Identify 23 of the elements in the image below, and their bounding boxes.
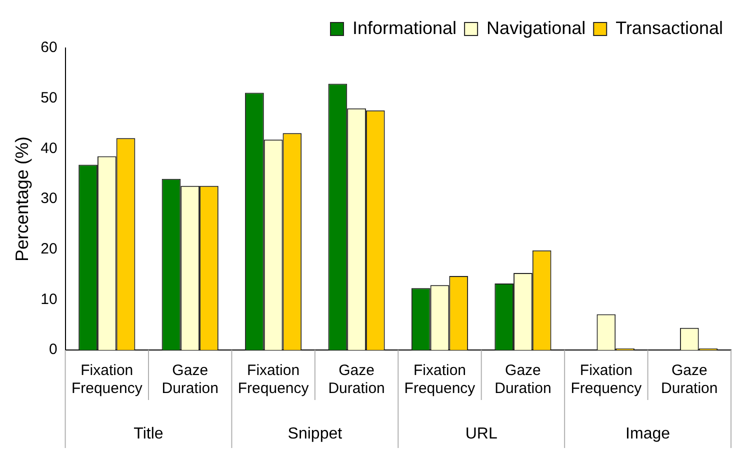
y-tick-label: 60 <box>40 39 58 56</box>
legend-label: Transactional <box>616 18 724 38</box>
text: Image <box>626 425 670 442</box>
x-tick-label: Gaze Duration <box>661 362 718 398</box>
legend-label: Navigational <box>486 18 586 38</box>
y-tick-label: 50 <box>40 89 58 106</box>
text: Snippet <box>288 425 343 442</box>
x-tick-label: Gaze Duration <box>494 362 552 398</box>
y-tick-label: 10 <box>40 290 58 308</box>
y-axis-title: Percentage (%) <box>12 136 32 262</box>
y-tick-label: 40 <box>40 140 58 157</box>
x-tick-label: Fixation Frequency <box>570 362 642 398</box>
y-tick-label: 20 <box>40 240 58 258</box>
x-tick-label: Gaze Duration <box>328 362 385 398</box>
x-tick-label: Gaze Duration <box>162 362 218 398</box>
text: URL <box>465 425 498 442</box>
text: Title <box>134 425 164 442</box>
legend-label: Informational <box>352 18 457 38</box>
x-tick-label: Fixation Frequency <box>238 362 310 398</box>
x-tick-label: Fixation Frequency <box>71 362 143 398</box>
y-tick-label: 30 <box>40 190 58 208</box>
x-tick-label: Fixation Frequency <box>404 362 476 398</box>
y-tick-label: 0 <box>48 341 58 358</box>
